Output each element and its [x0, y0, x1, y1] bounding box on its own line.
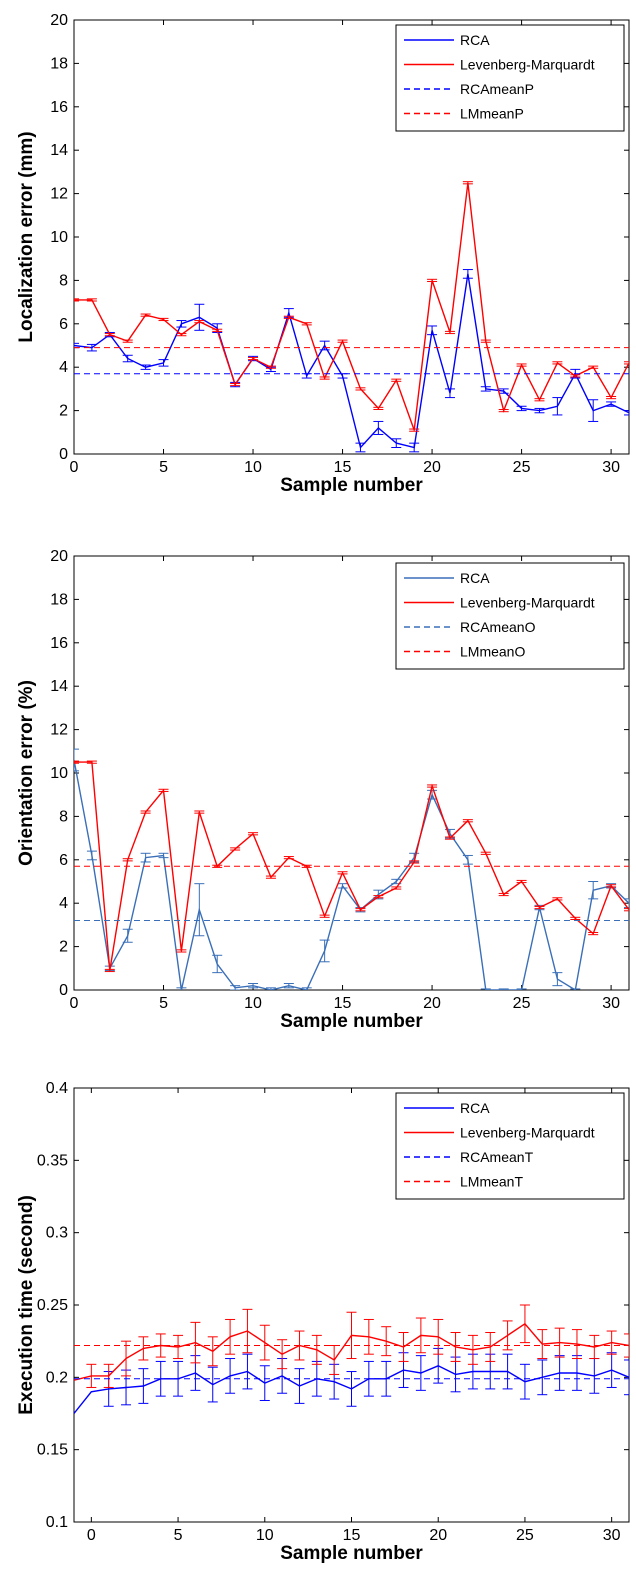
y-tick-label: 18 [50, 591, 68, 608]
legend-item-rca-label: RCA [460, 1100, 490, 1116]
y-tick-label: 10 [50, 765, 68, 782]
x-tick-label: 0 [70, 459, 79, 476]
y-tick-label: 4 [59, 895, 68, 912]
series-levenberg-marquardt-line [74, 182, 629, 431]
y-tick-label: 2 [59, 939, 68, 956]
series-rca-line [74, 273, 629, 449]
x-tick-label: 30 [602, 459, 620, 476]
y-tick-label: 14 [50, 142, 68, 159]
legend: RCA Levenberg-Marquardt RCAmeanP LMmeanP [395, 24, 625, 132]
legend-item-rcameant-label: RCAmeanT [460, 1149, 534, 1165]
y-tick-label: 8 [59, 272, 68, 289]
y-tick-label: 2 [59, 403, 68, 420]
y-tick-label: 16 [50, 99, 68, 116]
x-tick-label: 30 [602, 995, 620, 1012]
chart-3: 0 5 10 15 20 25 30 0.1 0.15 0.2 0.25 0.3 0.35 0.4 Samp… [16, 1080, 630, 1564]
y-axis-label: Execution time (second) [16, 1195, 37, 1415]
legend: RCA Levenberg-Marquardt RCAmeanT LMmeanT [395, 1092, 625, 1200]
x-tick-label: 5 [159, 995, 168, 1012]
y-tick-label: 12 [50, 722, 68, 739]
x-tick-label: 10 [244, 459, 262, 476]
y-tick-label: 0.35 [37, 1152, 68, 1169]
series-rca-line [74, 759, 629, 990]
y-axis-label: Localization error (mm) [16, 131, 37, 342]
y-tick-label: 16 [50, 635, 68, 652]
x-tick-label: 25 [513, 459, 531, 476]
y-tick-label: 10 [50, 229, 68, 246]
x-tick-label: 25 [516, 1527, 534, 1544]
y-tick-label: 0.1 [46, 1514, 68, 1531]
x-tick-label: 15 [343, 1527, 361, 1544]
legend-item-rca-label: RCA [460, 32, 490, 48]
y-tick-label: 4 [59, 359, 68, 376]
y-tick-label: 0.2 [46, 1369, 68, 1386]
legend-item-rca-label: RCA [460, 570, 490, 586]
y-tick-label: 18 [50, 55, 68, 72]
x-axis-label: Sample number [280, 1543, 423, 1564]
x-tick-label: 20 [423, 459, 441, 476]
legend-box [395, 1092, 625, 1200]
x-tick-label: 20 [423, 995, 441, 1012]
legend-item-lmmeano-label: LMmeanO [460, 644, 525, 660]
x-tick-label: 20 [429, 1527, 447, 1544]
y-axis-label: Orientation error (%) [16, 680, 37, 866]
plot-series [74, 748, 629, 990]
x-tick-label: 0 [70, 995, 79, 1012]
series-levenberg-marquardt-line [74, 761, 629, 971]
y-tick-label: 0.3 [46, 1225, 68, 1242]
x-axis-label: Sample number [280, 1011, 423, 1032]
legend-item-rcameanp-label: RCAmeanP [460, 81, 534, 97]
y-tick-label: 14 [50, 678, 68, 695]
x-tick-label: 5 [159, 459, 168, 476]
legend-item-lmmeant-label: LMmeanT [460, 1174, 523, 1190]
y-tick-label: 0.4 [46, 1080, 68, 1097]
y-tick-label: 0.25 [37, 1297, 68, 1314]
plot-series [74, 1304, 629, 1414]
x-tick-label: 5 [174, 1527, 183, 1544]
x-tick-label: 0 [87, 1527, 96, 1544]
y-tick-label: 12 [50, 186, 68, 203]
plot-series [74, 181, 629, 453]
x-tick-label: 15 [334, 459, 352, 476]
y-tick-label: 0 [59, 446, 68, 463]
y-tick-label: 8 [59, 808, 68, 825]
x-tick-label: 10 [256, 1527, 274, 1544]
legend-item-levenberg-marquardt-label: Levenberg-Marquardt [460, 1125, 595, 1141]
legend-item-levenberg-marquardt-label: Levenberg-Marquardt [460, 57, 595, 73]
x-tick-label: 30 [603, 1527, 621, 1544]
legend-item-rcameano-label: RCAmeanO [460, 619, 536, 635]
y-tick-label: 6 [59, 852, 68, 869]
legend-item-levenberg-marquardt-label: Levenberg-Marquardt [460, 595, 595, 611]
y-tick-label: 20 [50, 548, 68, 565]
y-tick-label: 0 [59, 982, 68, 999]
x-axis-label: Sample number [280, 475, 423, 496]
legend: RCA Levenberg-Marquardt RCAmeanO LMmeanO [395, 562, 625, 670]
legend-item-lmmeanp-label: LMmeanP [460, 106, 524, 122]
x-tick-label: 10 [244, 995, 262, 1012]
y-tick-label: 0.15 [37, 1442, 68, 1459]
x-tick-label: 25 [513, 995, 531, 1012]
y-tick-label: 20 [50, 12, 68, 29]
y-tick-label: 6 [59, 316, 68, 333]
x-tick-label: 15 [334, 995, 352, 1012]
